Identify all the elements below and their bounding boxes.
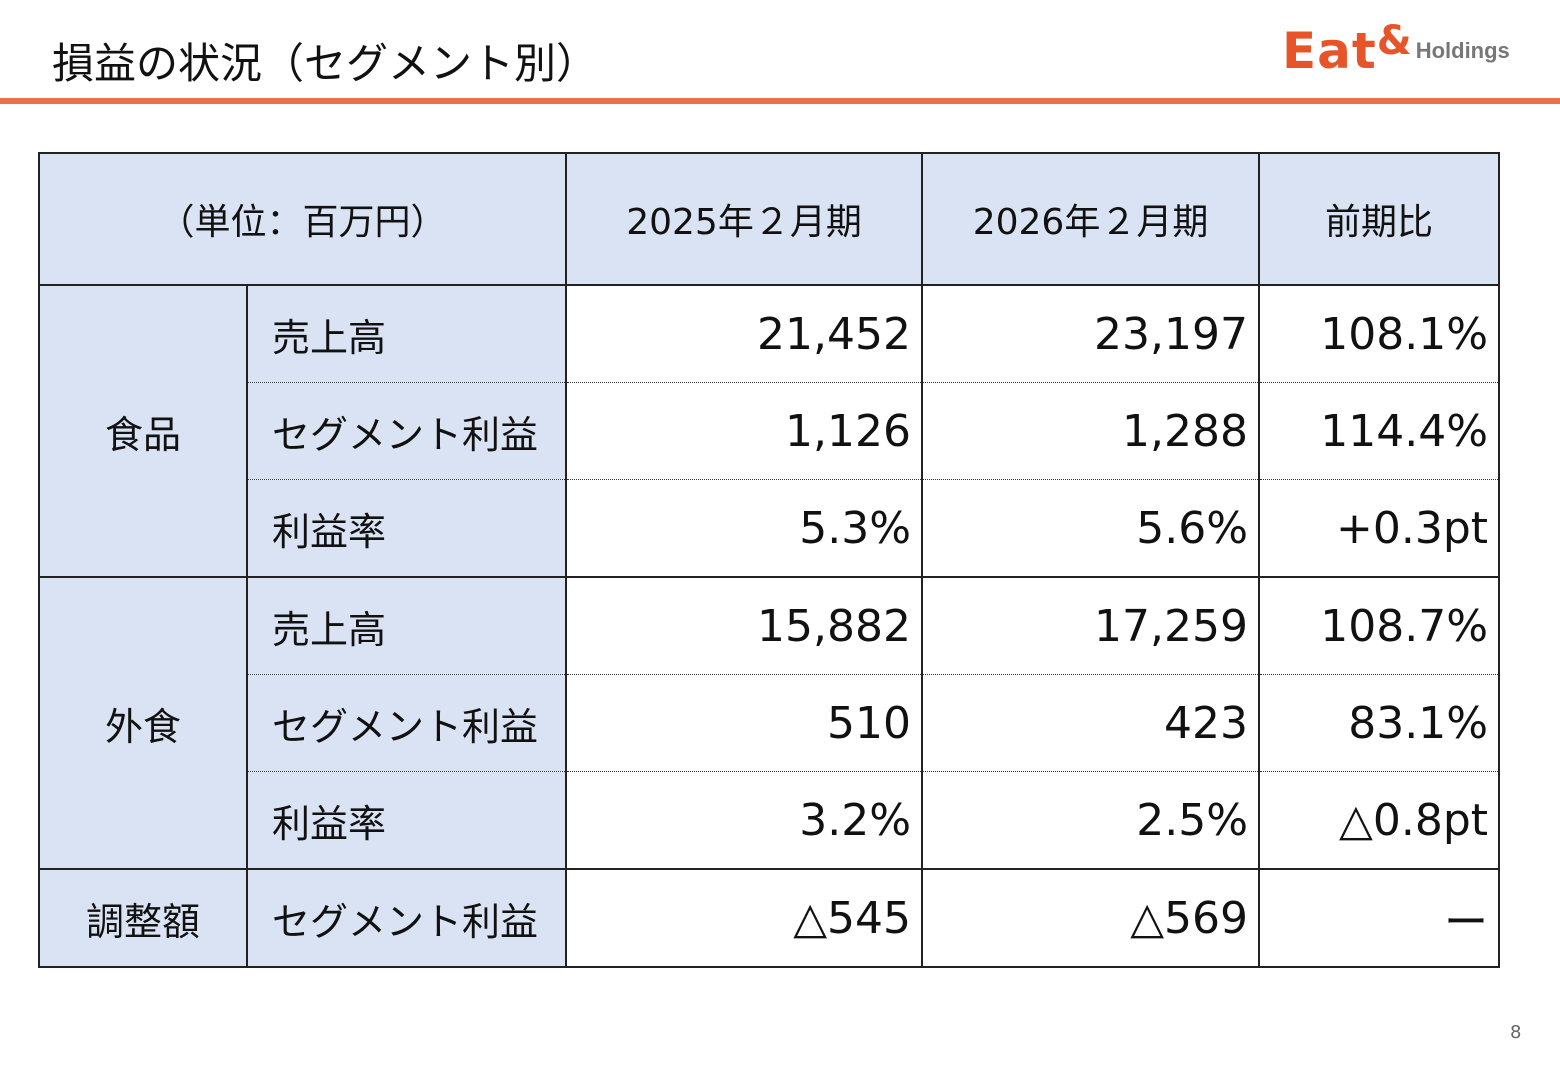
value-yoy: +0.3pt <box>1258 479 1501 578</box>
fy2025-header: 2025年２月期 <box>565 152 924 286</box>
unit-header: （単位：百万円） <box>37 152 568 286</box>
value-2026: 2.5% <box>921 771 1261 870</box>
segment-adjustment-label: 調整額 <box>38 868 248 968</box>
logo-main-text: Eat <box>1282 22 1377 80</box>
logo-ampersand: & <box>1376 18 1412 64</box>
value-2025: △545 <box>565 868 924 968</box>
value-yoy: 83.1% <box>1258 674 1501 772</box>
row-label: セグメント利益 <box>245 382 568 480</box>
company-logo: Eat& Holdings <box>1282 18 1510 80</box>
value-2026: 1,288 <box>921 382 1261 480</box>
value-yoy: 108.7% <box>1258 576 1501 675</box>
value-2025: 5.3% <box>565 479 924 578</box>
title-divider <box>0 98 1560 104</box>
table-row: 利益率 3.2% 2.5% △0.8pt <box>39 771 1501 870</box>
table-row: 調整額 セグメント利益 △545 △569 ー <box>38 868 1501 968</box>
value-2025: 21,452 <box>565 284 924 383</box>
yoy-header: 前期比 <box>1258 152 1501 286</box>
page-title: 損益の状況（セグメント別） <box>52 39 599 88</box>
value-2026: 23,197 <box>921 284 1261 383</box>
table-header-row: （単位：百万円） 2025年２月期 2026年２月期 前期比 <box>37 152 1501 286</box>
segment-restaurant-label: 外食 <box>38 576 248 870</box>
value-yoy: △0.8pt <box>1258 771 1501 870</box>
value-2026: △569 <box>921 868 1261 968</box>
value-yoy: 114.4% <box>1258 382 1501 480</box>
value-2025: 1,126 <box>565 382 924 480</box>
segment-food-label: 食品 <box>38 284 248 578</box>
value-2026: 5.6% <box>921 479 1261 578</box>
row-label: セグメント利益 <box>245 868 568 968</box>
row-label: セグメント利益 <box>245 674 568 772</box>
value-yoy: 108.1% <box>1258 284 1501 383</box>
row-label: 利益率 <box>245 479 568 578</box>
table-row: 利益率 5.3% 5.6% +0.3pt <box>39 479 1501 578</box>
page-number: 8 <box>1510 1022 1522 1043</box>
fy2026-header: 2026年２月期 <box>921 152 1261 286</box>
table-row: セグメント利益 510 423 83.1% <box>39 674 1501 772</box>
value-2025: 15,882 <box>565 576 924 675</box>
segment-table: （単位：百万円） 2025年２月期 2026年２月期 前期比 食品 売上高 21… <box>37 152 1501 968</box>
value-2025: 510 <box>565 674 924 772</box>
row-label: 売上高 <box>245 576 568 675</box>
value-2026: 423 <box>921 674 1261 772</box>
table-row: セグメント利益 1,126 1,288 114.4% <box>39 382 1501 480</box>
table-row: 食品 売上高 21,452 23,197 108.1% <box>38 284 1501 578</box>
table-row: 外食 売上高 15,882 17,259 108.7% <box>38 576 1501 870</box>
row-label: 売上高 <box>245 284 568 383</box>
value-2026: 17,259 <box>921 576 1261 675</box>
row-label: 利益率 <box>245 771 568 870</box>
logo-sub-text: Holdings <box>1415 38 1510 63</box>
value-2025: 3.2% <box>565 771 924 870</box>
value-yoy: ー <box>1258 868 1501 968</box>
